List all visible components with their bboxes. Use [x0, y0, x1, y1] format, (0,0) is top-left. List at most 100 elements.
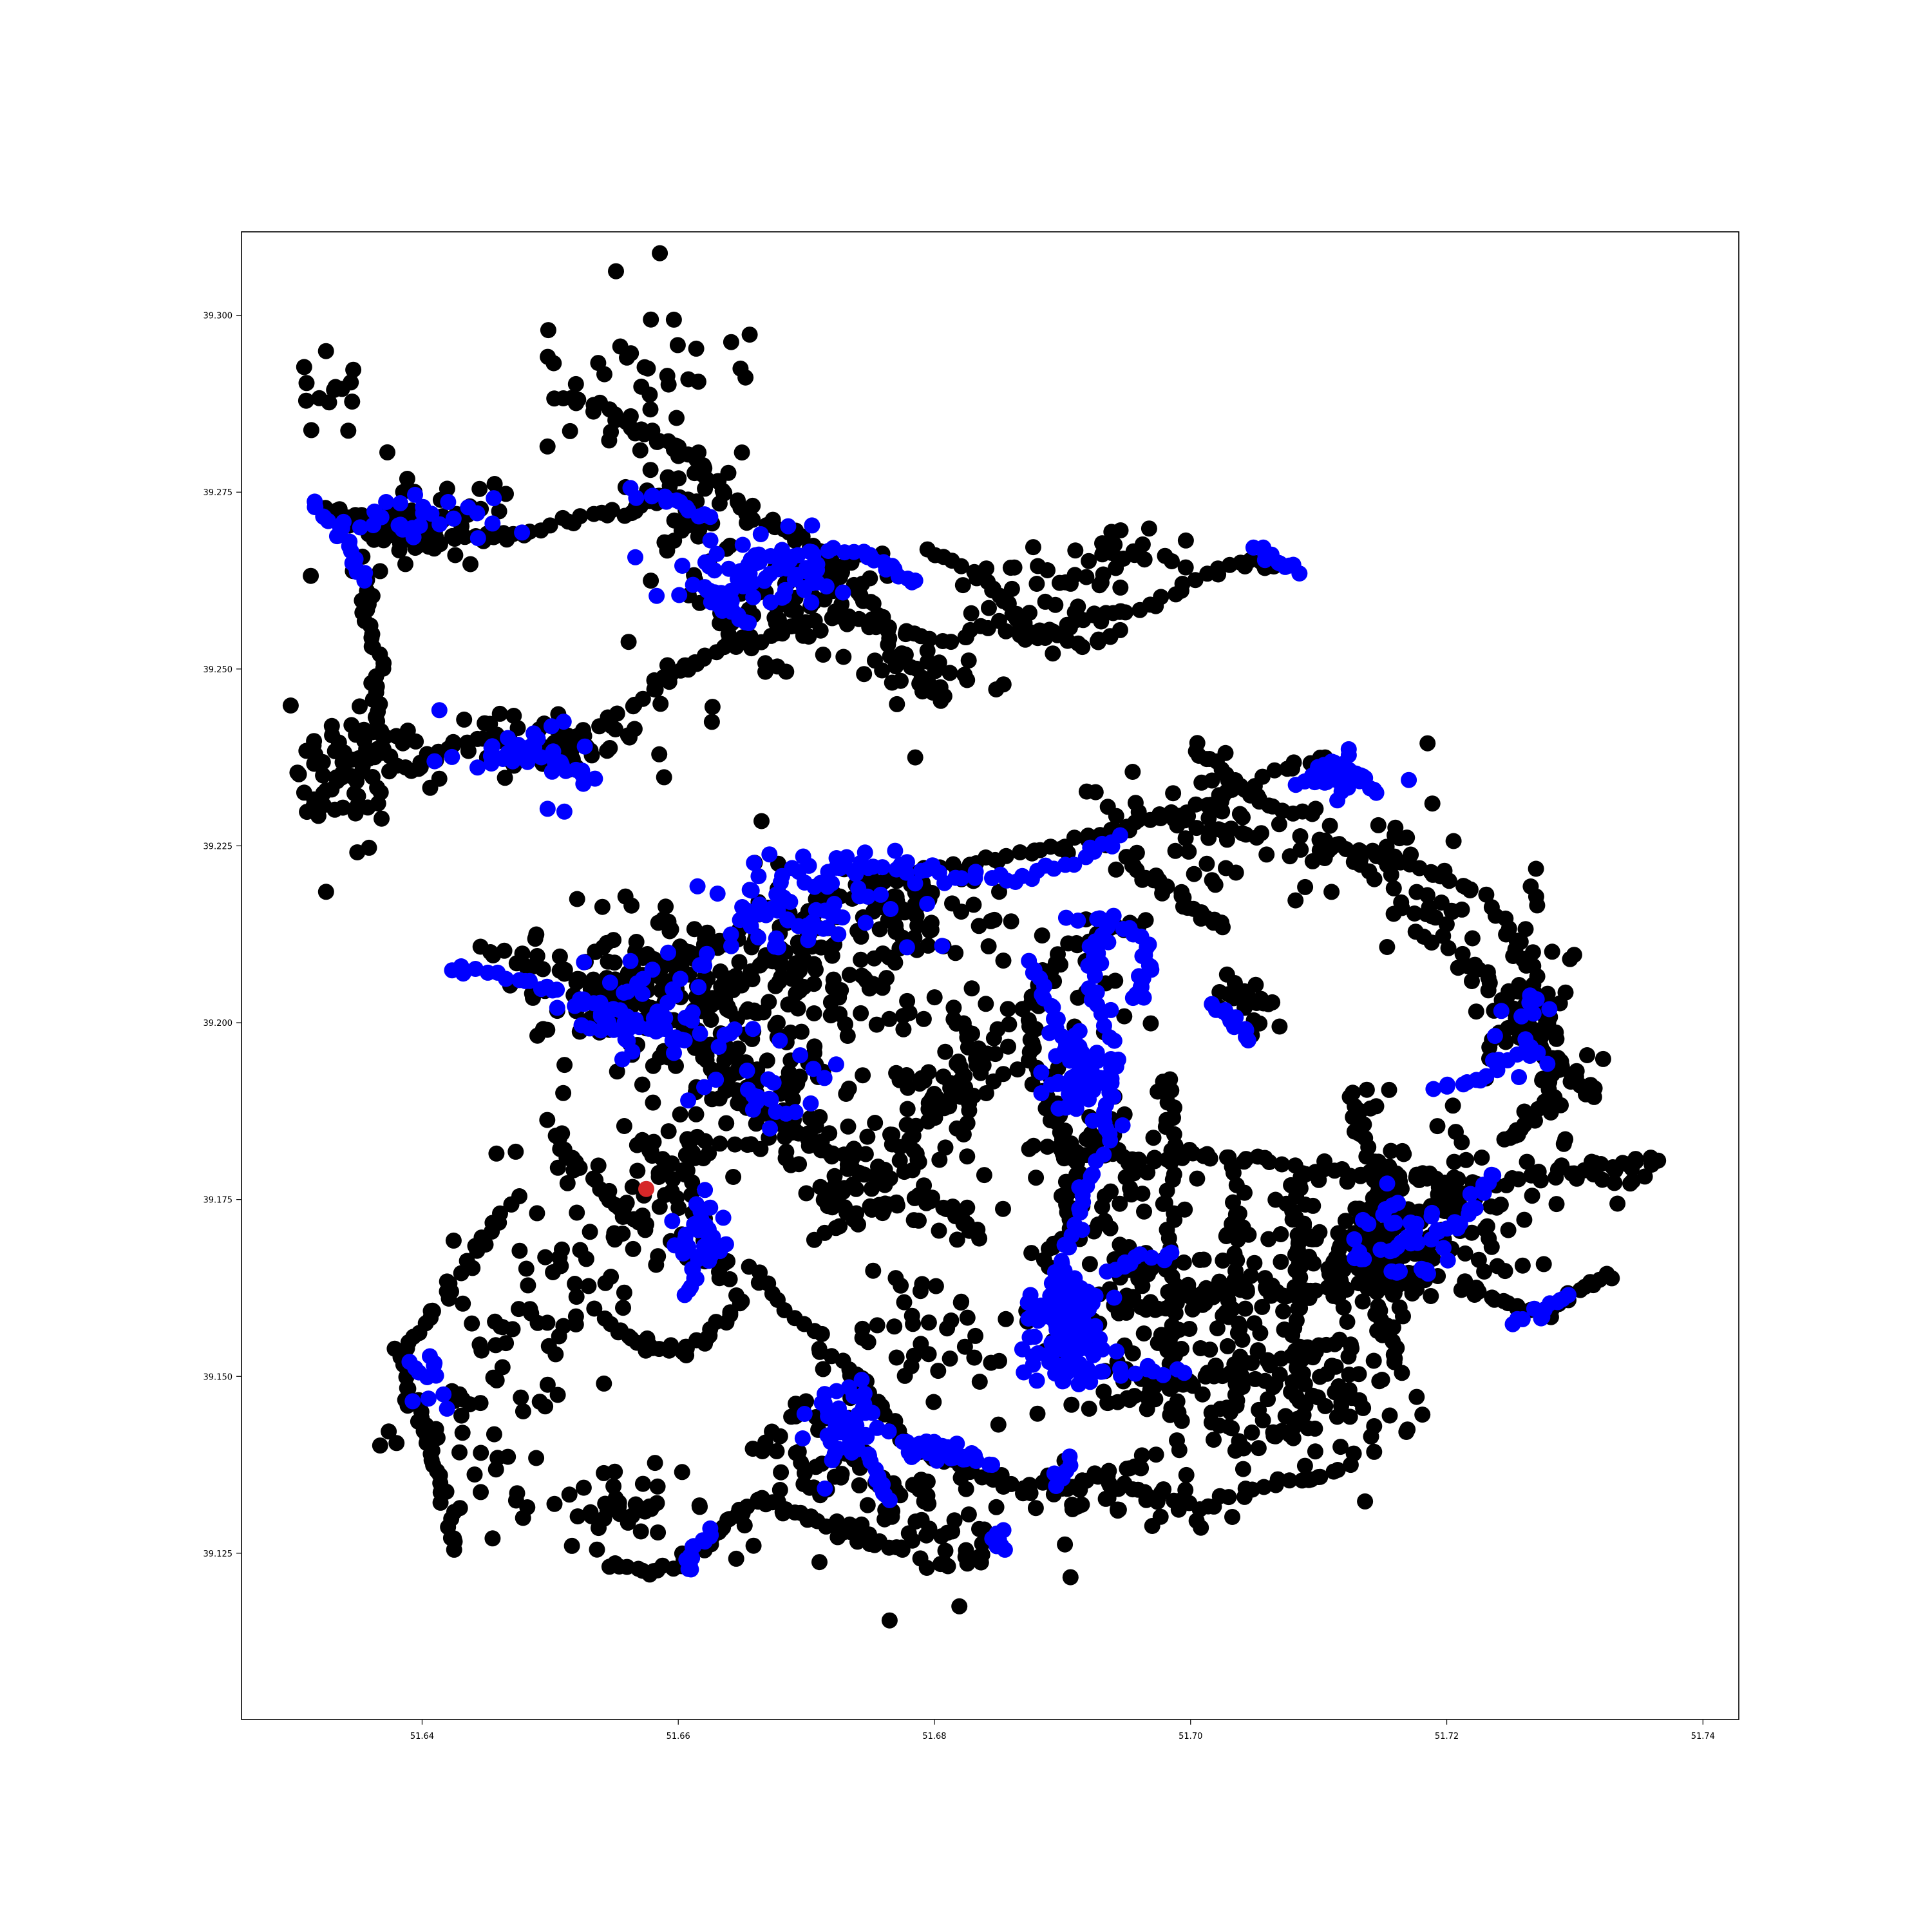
black-point — [585, 403, 601, 420]
black-point — [1136, 1203, 1152, 1220]
blue-point — [836, 1409, 853, 1426]
black-point — [959, 1199, 976, 1216]
black-point — [629, 1162, 646, 1179]
black-point — [720, 625, 737, 642]
black-point — [1021, 1141, 1037, 1157]
black-point — [783, 618, 800, 635]
black-point — [1000, 1038, 1016, 1055]
black-point — [1188, 1513, 1205, 1529]
black-point — [562, 422, 578, 439]
black-point — [1146, 1150, 1163, 1166]
black-point — [439, 480, 455, 497]
blue-point — [934, 938, 951, 954]
black-point — [1227, 864, 1244, 881]
black-point — [862, 570, 878, 587]
black-point — [1253, 825, 1269, 842]
black-point — [953, 558, 970, 574]
black-point — [590, 1157, 607, 1174]
blue-point — [780, 518, 797, 535]
black-point — [298, 375, 315, 392]
black-point — [388, 1435, 405, 1452]
black-point — [886, 1318, 903, 1335]
black-point — [1021, 605, 1037, 621]
black-point — [1250, 1440, 1267, 1457]
black-point — [781, 1064, 797, 1081]
blue-point — [1043, 1076, 1059, 1093]
black-point — [460, 743, 477, 759]
black-point — [660, 376, 677, 393]
black-point — [1393, 1180, 1410, 1197]
blue-point — [659, 994, 676, 1011]
black-point — [1242, 1267, 1259, 1284]
black-point — [1408, 1388, 1425, 1405]
black-point — [352, 698, 368, 715]
blue-point — [1068, 1316, 1084, 1332]
black-point — [551, 948, 568, 965]
blue-point — [708, 1072, 724, 1088]
black-point — [770, 1014, 786, 1031]
black-point — [950, 1053, 967, 1070]
black-point — [1287, 1415, 1304, 1432]
blue-point — [1399, 1229, 1416, 1245]
black-point — [697, 1133, 714, 1150]
black-point — [900, 1525, 917, 1542]
black-point — [641, 386, 658, 403]
black-point — [1105, 605, 1121, 621]
black-point — [850, 1216, 866, 1233]
black-point — [1339, 1314, 1356, 1330]
black-point — [1311, 1171, 1327, 1188]
black-point — [1329, 1462, 1346, 1478]
black-point — [551, 1328, 567, 1345]
black-point — [1163, 1142, 1180, 1159]
black-point — [1153, 589, 1170, 605]
black-point — [1025, 539, 1041, 556]
black-point — [644, 422, 661, 439]
blue-point — [649, 587, 665, 604]
black-point — [1157, 1195, 1173, 1211]
black-point — [952, 1088, 969, 1105]
black-point — [795, 1476, 812, 1492]
blue-point — [1058, 1276, 1075, 1293]
black-point — [1285, 754, 1302, 771]
black-point — [326, 381, 343, 398]
black-point — [1153, 1327, 1170, 1343]
black-point — [334, 765, 350, 782]
black-point — [656, 769, 672, 786]
black-point — [971, 1374, 988, 1390]
blue-point — [936, 875, 953, 891]
blue-point — [678, 499, 695, 516]
black-point — [937, 1542, 954, 1559]
black-point — [1305, 1197, 1321, 1214]
black-point — [1254, 1298, 1271, 1315]
black-point — [1159, 1182, 1175, 1199]
black-point — [983, 913, 999, 929]
black-point — [1383, 1142, 1399, 1159]
black-point — [1586, 1088, 1602, 1105]
blue-point — [898, 939, 915, 956]
blue-point — [869, 1419, 886, 1436]
blue-point — [1067, 1289, 1084, 1306]
blue-point — [855, 1399, 871, 1416]
black-point — [1155, 1481, 1172, 1498]
black-point — [603, 1269, 620, 1285]
black-point — [506, 708, 522, 724]
black-point — [1396, 1146, 1412, 1162]
black-point — [876, 1195, 893, 1212]
black-point — [1408, 884, 1425, 900]
black-point — [296, 784, 312, 801]
black-point — [1211, 1273, 1227, 1290]
black-point — [570, 392, 587, 408]
black-point — [1365, 1352, 1382, 1369]
blue-point — [1337, 767, 1354, 784]
black-point — [454, 1425, 471, 1441]
black-point — [1464, 930, 1481, 947]
blue-point — [484, 515, 501, 532]
black-point — [1553, 1157, 1570, 1174]
black-point — [1383, 866, 1399, 883]
black-point — [1534, 1072, 1551, 1089]
black-point — [607, 1463, 623, 1480]
black-point — [1045, 645, 1061, 662]
blue-point — [804, 517, 820, 534]
blue-point — [1539, 1056, 1556, 1072]
black-point — [913, 1070, 930, 1086]
